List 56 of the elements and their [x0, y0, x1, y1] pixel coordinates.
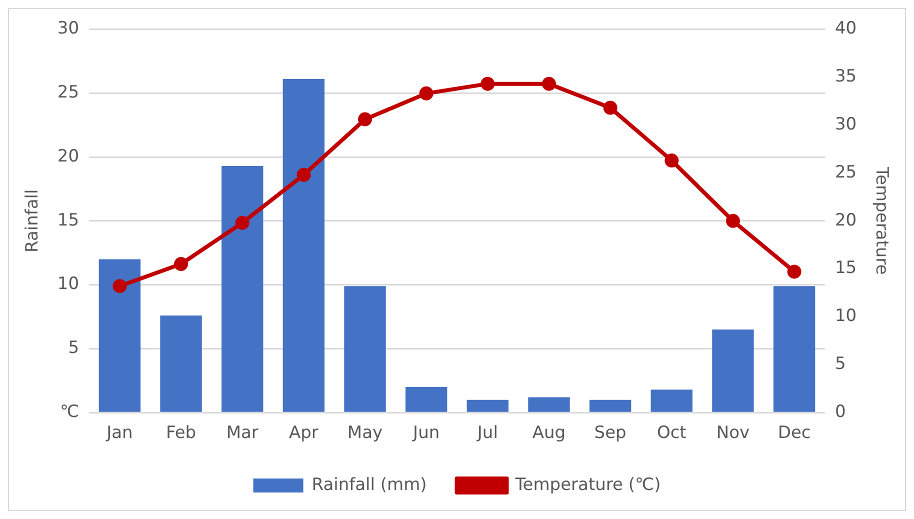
bar: [98, 259, 141, 412]
y2-axis-title: Temperature: [871, 166, 892, 275]
y-tick-label: 20: [57, 146, 80, 166]
y-tick-label: 15: [57, 210, 80, 230]
y-axis-title: Rainfall: [22, 189, 43, 252]
legend-label: Rainfall (mm): [312, 474, 427, 495]
bar: [466, 400, 509, 412]
bar: [405, 387, 448, 412]
point: [296, 168, 311, 182]
x-tick-label: Feb: [166, 423, 196, 444]
point: [480, 76, 495, 91]
y-tick-label: 10: [57, 274, 80, 294]
point: [542, 76, 556, 91]
bar: [344, 286, 386, 412]
x-tick-label: Jun: [412, 423, 440, 444]
y2-tick-label: 35: [834, 66, 857, 87]
point: [787, 264, 802, 279]
x-tick-label: Oct: [656, 423, 687, 444]
point: [174, 257, 188, 272]
x-tick-label: Jan: [106, 423, 133, 444]
x-tick-label: May: [347, 423, 383, 444]
point: [664, 154, 679, 168]
point: [358, 112, 372, 126]
y2-tick-label: 15: [834, 258, 857, 278]
y-tick-label: 30: [57, 18, 80, 39]
y-tick-label: 25: [57, 82, 80, 103]
y2-tick-label: 5: [834, 354, 846, 374]
bar: [589, 400, 632, 412]
y2-tick-label: 20: [834, 210, 857, 230]
x-tick-label: Aug: [532, 423, 566, 444]
bar: [712, 330, 754, 412]
point: [603, 100, 618, 115]
bar: [282, 79, 325, 412]
x-tick-label: Dec: [778, 423, 811, 444]
bar: [650, 390, 692, 412]
legend-label: Temperature (℃): [514, 474, 661, 495]
y2-tick-label: 25: [834, 162, 857, 182]
x-tick-label: Mar: [226, 423, 258, 444]
point: [112, 279, 127, 294]
bar: [160, 315, 202, 412]
x-tick-label: Jul: [476, 423, 498, 444]
point: [235, 216, 250, 230]
x-tick-label: Sep: [594, 423, 626, 444]
x-tick-label: Nov: [716, 423, 750, 444]
y2-tick-label: 30: [834, 114, 857, 134]
point: [419, 86, 434, 100]
x-tick-label: Apr: [288, 423, 318, 444]
bar: [528, 397, 570, 412]
bar: [222, 166, 264, 412]
y2-tick-label: 0: [834, 402, 846, 422]
y2-tick-label: 10: [834, 306, 857, 326]
bar: [773, 286, 816, 412]
y-tick-label: ℃: [60, 402, 80, 422]
y2-tick-label: 40: [834, 18, 857, 39]
point: [726, 214, 740, 228]
y-tick-label: 5: [68, 338, 80, 358]
